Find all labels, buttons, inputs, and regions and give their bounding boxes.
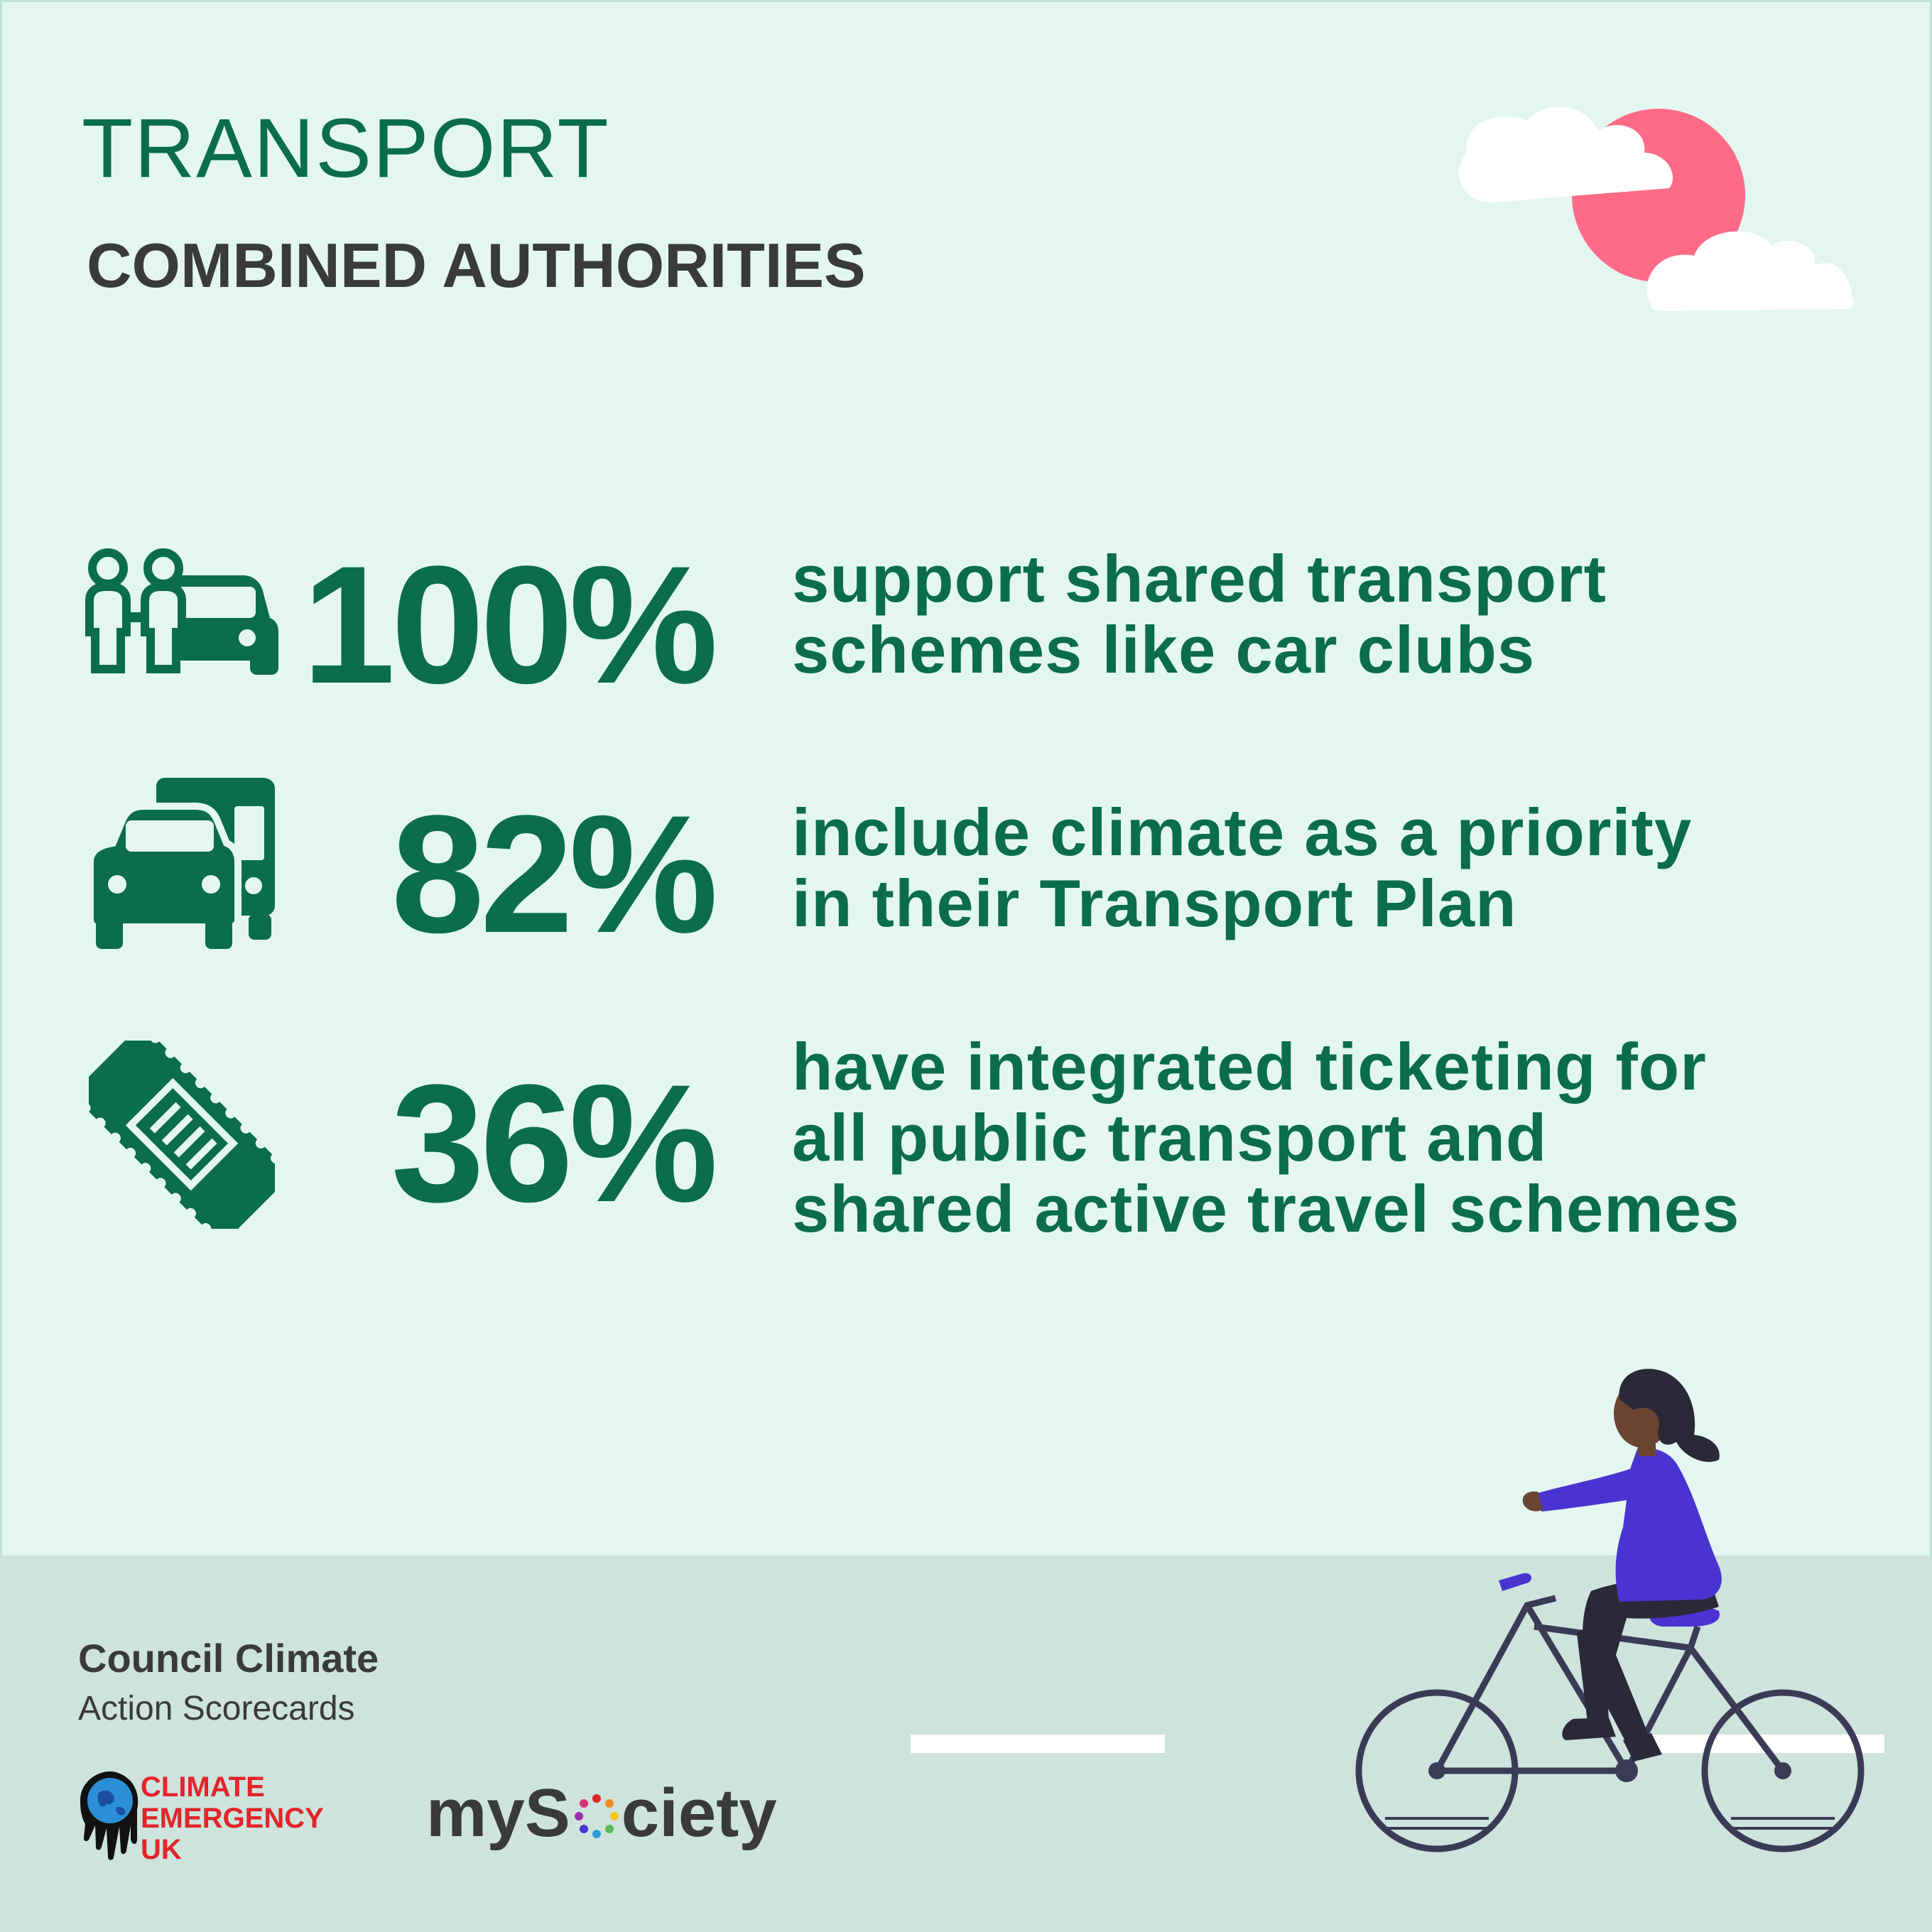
- lane-marking: [1630, 1735, 1884, 1753]
- stat-description-integrated-ticketing: have integrated ticketing for all public…: [792, 1031, 1740, 1244]
- ticket-icon: [89, 1041, 275, 1229]
- stat-line: all public transport and: [792, 1100, 1548, 1175]
- stat-value-shared-transport: 100%: [302, 531, 718, 719]
- page-subtitle: COMBINED AUTHORITIES: [87, 230, 866, 300]
- stat-description-climate-priority: include climate as a priority in their T…: [792, 797, 1692, 939]
- climate-emergency-uk-wordmark: CLIMATE EMERGENCY UK: [141, 1771, 324, 1865]
- ceuk-line: EMERGENCY: [141, 1803, 324, 1834]
- shared-car-people-icon: [85, 548, 278, 675]
- ceuk-line: UK: [141, 1834, 182, 1865]
- stat-line: support shared transport: [792, 541, 1607, 616]
- stat-line: schemes like car clubs: [792, 612, 1536, 687]
- car-and-bus-icon: [89, 778, 275, 949]
- stat-value-climate-priority: 82%: [391, 781, 718, 968]
- lane-marking: [911, 1735, 1165, 1753]
- mysociety-prefix: myS: [426, 1775, 570, 1851]
- brand-name-line2: Action Scorecards: [78, 1690, 355, 1727]
- stat-value-integrated-ticketing: 36%: [391, 1050, 718, 1237]
- ceuk-line: CLIMATE: [141, 1771, 265, 1803]
- stat-description-shared-transport: support shared transport schemes like ca…: [792, 543, 1607, 685]
- mysociety-dots-icon: [574, 1794, 619, 1838]
- mysociety-logo: myS ciety: [426, 1779, 777, 1847]
- page-title: TRANSPORT: [82, 102, 610, 195]
- climate-emergency-uk-logo: [80, 1771, 139, 1860]
- brand-name-line1: Council Climate: [78, 1636, 379, 1681]
- stat-line: shared active travel schemes: [792, 1171, 1740, 1246]
- stat-line: have integrated ticketing for: [792, 1029, 1707, 1104]
- stat-line: in their Transport Plan: [792, 866, 1517, 940]
- stat-line: include climate as a priority: [792, 795, 1693, 869]
- mysociety-suffix: ciety: [621, 1775, 777, 1851]
